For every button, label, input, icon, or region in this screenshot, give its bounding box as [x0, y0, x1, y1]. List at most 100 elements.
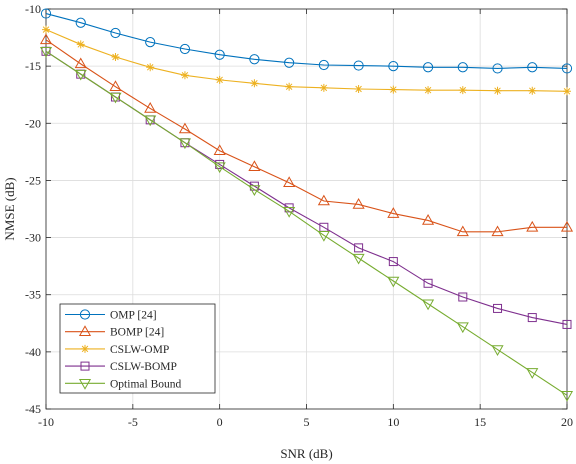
legend-marker-2: [81, 344, 89, 353]
series-4: [39, 46, 574, 402]
series-4-point-10: [387, 276, 400, 288]
series-1-point-3: [144, 102, 157, 113]
series-0-point-8: [318, 59, 329, 71]
series-4-point-3: [144, 115, 157, 127]
series-0-point-3: [145, 37, 156, 48]
legend: OMP [24] BOMP [24] CSLW-OMP CSLW-BOMP Optima…: [59, 303, 216, 394]
series-1-point-8: [317, 194, 330, 206]
series-2-point-13: [493, 86, 502, 95]
legend-marker-3: [80, 361, 90, 371]
series-1-point-10: [387, 207, 400, 218]
legend-label-1: BOMP [24]: [110, 327, 164, 339]
series-1-point-1: [74, 57, 87, 69]
series-3-point-11: [423, 278, 433, 288]
series-3-point-15: [562, 319, 572, 329]
series-4-point-9: [352, 253, 365, 265]
legend-item-2: CSLW-OMP: [65, 344, 169, 356]
series-4-point-13: [491, 345, 504, 356]
series-2-point-6: [250, 79, 259, 88]
series-3-point-12: [458, 292, 468, 302]
series-2-point-7: [285, 82, 294, 91]
y-tick-label-7: -45: [25, 402, 41, 416]
series-line-0: [45, 13, 568, 69]
y-tick-label-2: -20: [25, 116, 41, 130]
y-tick-label-5: -35: [25, 288, 41, 302]
legend-item-0: OMP [24]: [65, 309, 157, 322]
series-4-point-11: [422, 299, 435, 311]
data-series: [39, 8, 574, 402]
x-tick-label-3: 5: [304, 415, 310, 429]
series-1-point-0: [39, 33, 53, 45]
series-0-point-1: [75, 17, 86, 28]
series-line-4: [45, 50, 568, 396]
series-4-point-0: [39, 46, 53, 58]
series-1-point-13: [491, 225, 504, 237]
series-0-point-10: [388, 61, 399, 72]
series-2-point-3: [146, 63, 155, 72]
series-0-point-15: [561, 63, 573, 74]
series-0-point-7: [284, 57, 295, 68]
series-line-2: [45, 29, 568, 92]
series-2-point-15: [563, 87, 571, 96]
series-1-point-6: [248, 160, 261, 172]
series-4-point-6: [248, 185, 261, 196]
series-3-point-9: [354, 243, 364, 253]
x-tick-label-4: 10: [387, 415, 399, 429]
legend-item-3: CSLW-BOMP: [65, 361, 177, 373]
series-3-point-10: [388, 257, 398, 267]
series-1-point-4: [178, 122, 191, 134]
series-0-point-14: [527, 62, 538, 73]
series-1-point-12: [456, 225, 469, 237]
y-tick-label-6: -40: [25, 345, 41, 359]
y-tick-label-3: -25: [25, 173, 41, 187]
x-axis-label: SNR (dB): [280, 446, 332, 461]
legend-label-4: Optimal Bound: [110, 378, 181, 390]
series-1-point-7: [283, 176, 296, 188]
legend-item-1: BOMP [24]: [65, 325, 164, 339]
series-0-point-11: [422, 62, 434, 73]
series-4-point-14: [526, 368, 539, 379]
series-0-point-4: [179, 43, 191, 55]
y-axis-label: NMSE (dB): [2, 177, 17, 240]
series-2-point-0: [42, 25, 50, 34]
series-3-point-14: [527, 313, 537, 323]
legend-label-2: CSLW-OMP: [110, 344, 169, 356]
legend-item-4: Optimal Bound: [65, 378, 181, 390]
series-4-point-1: [74, 69, 87, 81]
series-2-point-2: [111, 53, 120, 61]
series-2: [42, 25, 571, 96]
x-tick-label-1: -5: [128, 415, 138, 429]
series-4-point-2: [109, 92, 122, 104]
series-1-point-11: [422, 214, 435, 225]
series-1: [39, 33, 574, 237]
series-0-point-5: [214, 49, 225, 60]
series-0-point-6: [249, 54, 260, 65]
series-0-point-2: [110, 27, 121, 39]
series-1-point-15: [560, 220, 574, 232]
legend-marker-1: [78, 325, 92, 336]
axis-ticks: -10 -5 0 5 10 15 20 -10 -15 -20 -25 -30 -35 -40 -45: [25, 2, 573, 429]
y-tick-label-1: -15: [25, 59, 41, 73]
series-0-point-12: [457, 62, 468, 73]
series-1-point-14: [526, 220, 539, 232]
series-line-1: [45, 39, 567, 233]
series-1-point-9: [352, 198, 365, 209]
legend-marker-0: [79, 309, 91, 320]
series-0-point-9: [353, 60, 364, 71]
series-4-point-5: [213, 162, 226, 174]
series-2-point-4: [180, 71, 189, 80]
x-tick-label-2: 0: [217, 415, 223, 429]
series-4-point-4: [178, 138, 191, 150]
legend-marker-4: [78, 379, 92, 390]
series-1-point-2: [109, 80, 122, 92]
series-3-point-13: [493, 303, 503, 313]
x-tick-label-0: -10: [38, 415, 54, 429]
series-1-point-5: [213, 144, 226, 156]
series-2-point-1: [76, 40, 85, 49]
series-2-point-9: [354, 85, 363, 93]
series-4-point-7: [283, 206, 296, 218]
legend-label-0: OMP [24]: [110, 310, 157, 322]
series-2-point-14: [528, 86, 537, 95]
series-0-point-13: [492, 63, 503, 74]
